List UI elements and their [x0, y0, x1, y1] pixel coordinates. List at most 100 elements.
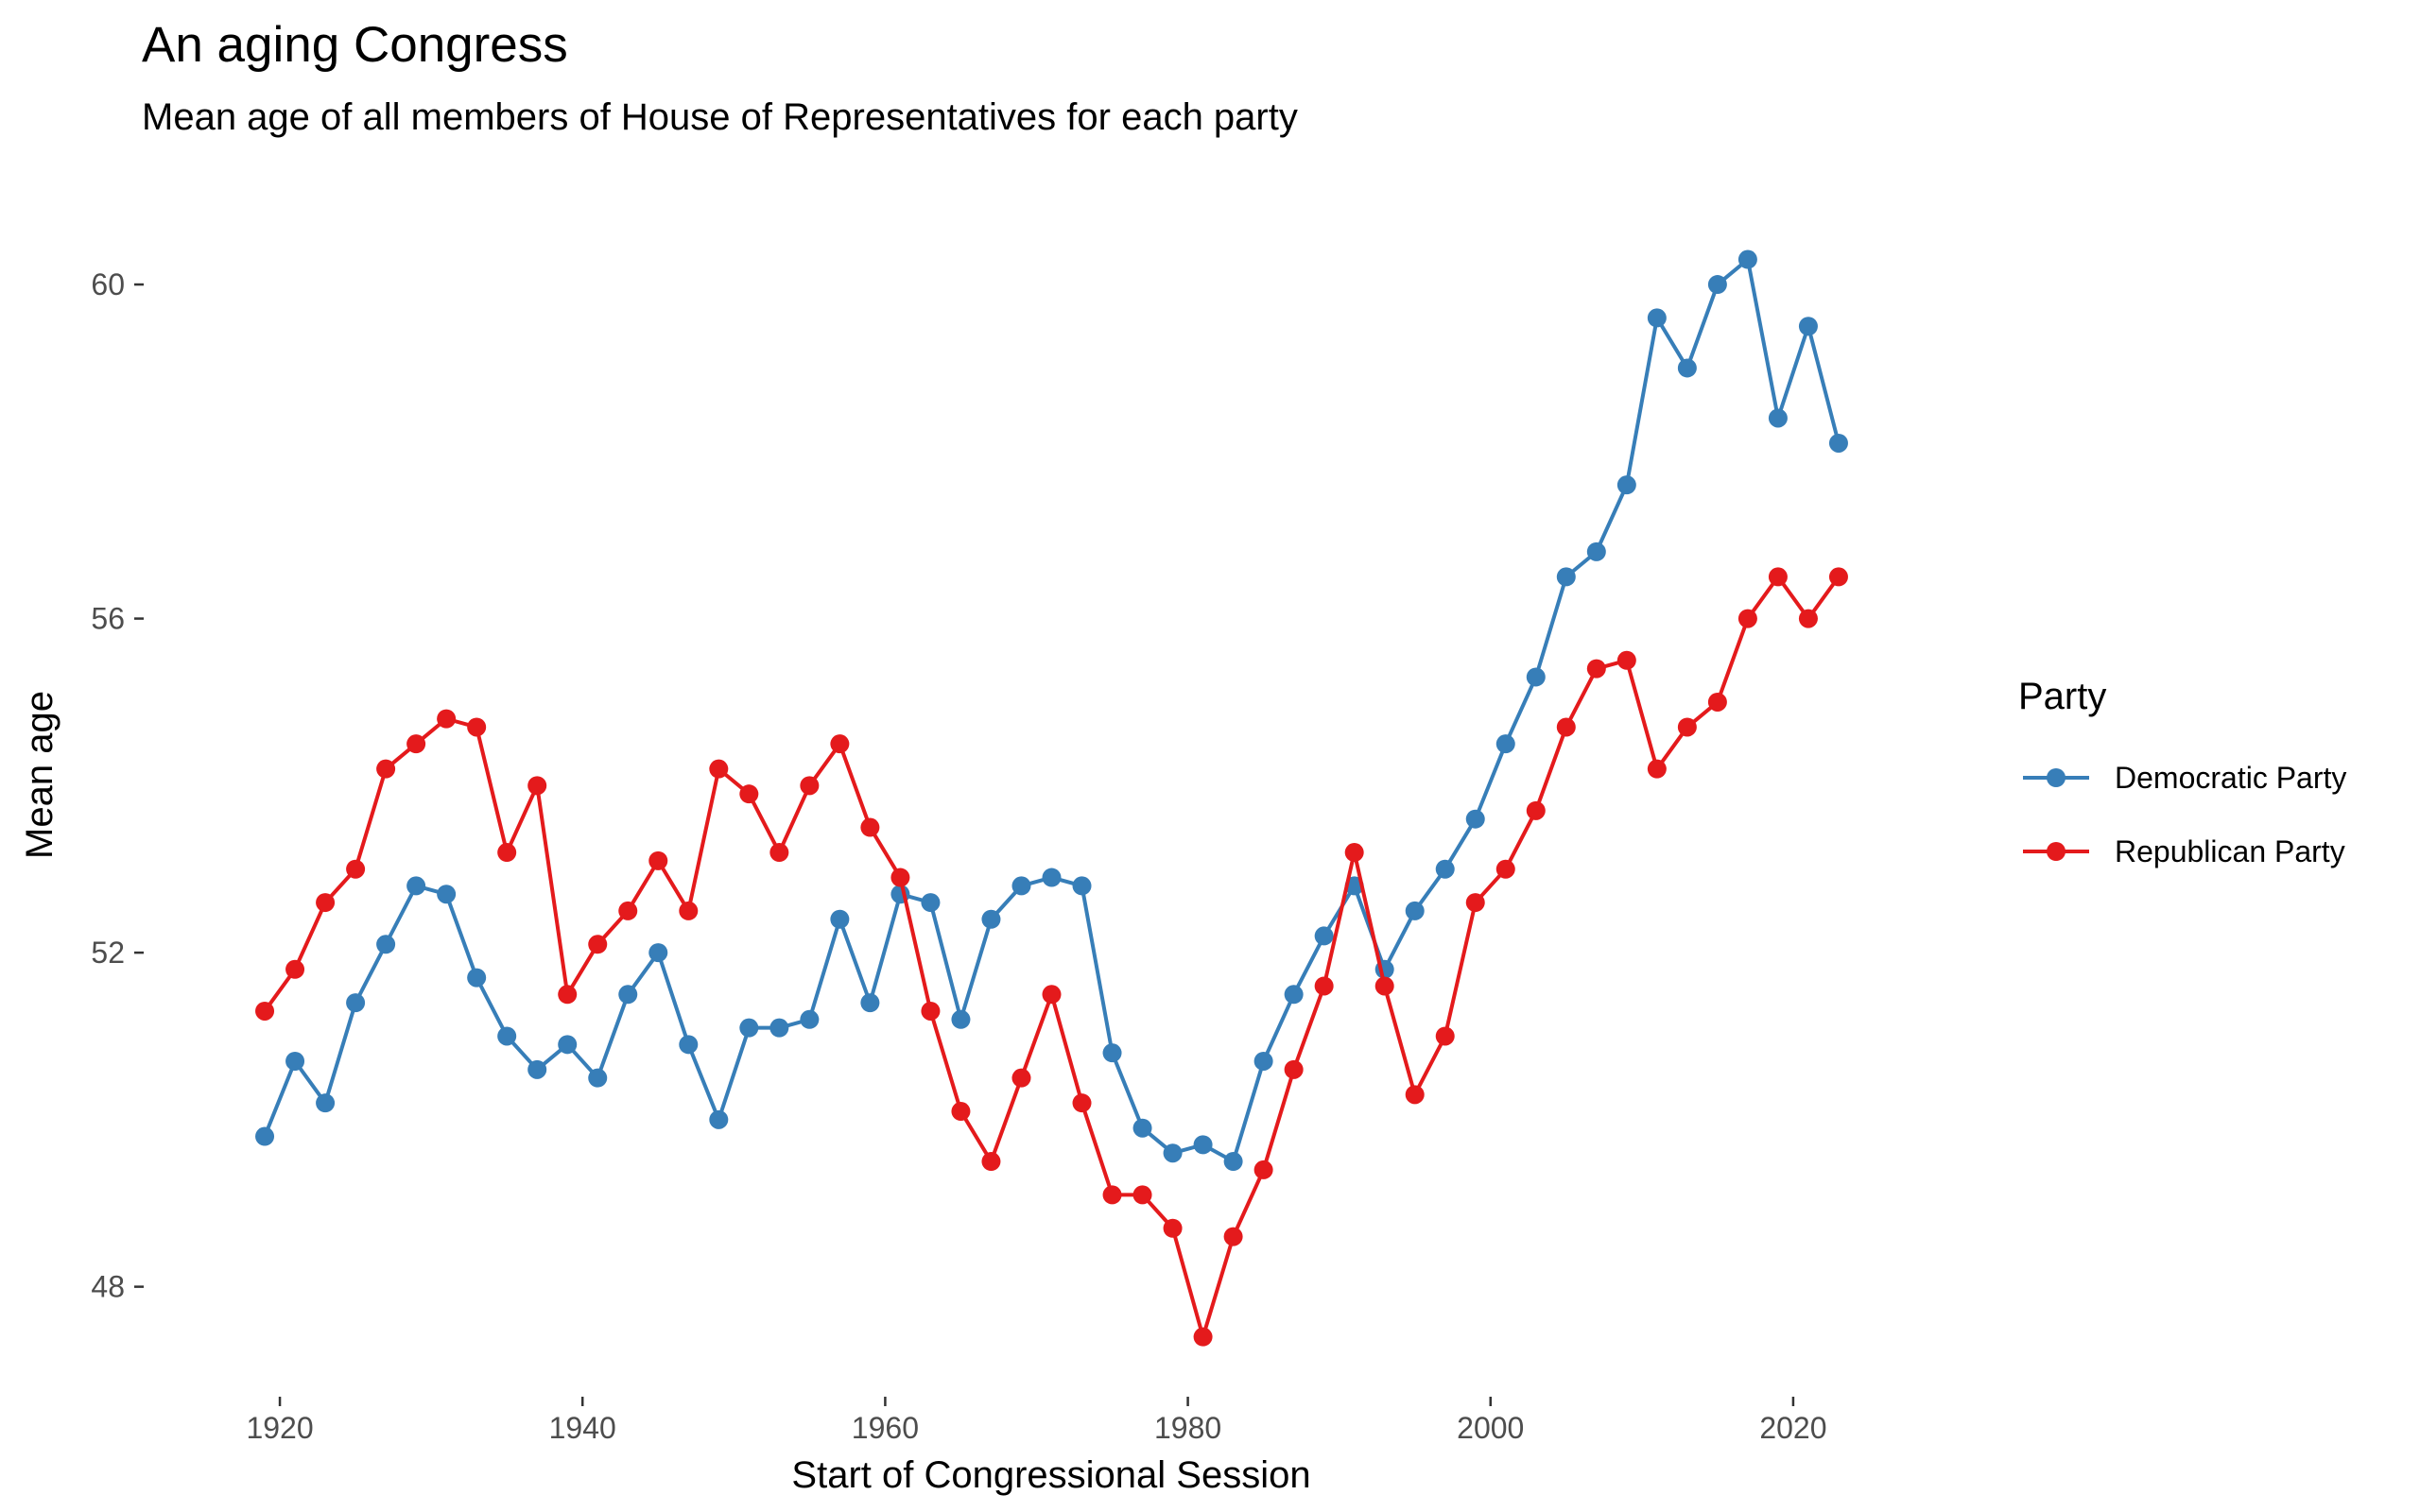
series-line-republican-party — [263, 575, 1841, 1339]
data-point-democratic-party — [1435, 859, 1455, 879]
data-point-democratic-party — [1405, 901, 1425, 920]
data-point-democratic-party — [1223, 1152, 1243, 1172]
legend-item-democratic-party: Democratic Party — [2023, 761, 2346, 795]
data-point-republican-party — [527, 776, 547, 796]
data-point-republican-party — [1465, 893, 1485, 913]
data-point-democratic-party — [467, 968, 487, 988]
data-point-republican-party — [1314, 976, 1334, 996]
chart-subtitle: Mean age of all members of House of Repr… — [142, 96, 1298, 138]
data-point-republican-party — [1374, 976, 1394, 996]
data-point-republican-party — [1495, 859, 1515, 879]
data-point-republican-party — [921, 1001, 941, 1021]
data-point-republican-party — [1556, 717, 1576, 737]
data-point-democratic-party — [1798, 317, 1818, 336]
legend-title: Party — [2018, 676, 2106, 717]
data-point-democratic-party — [1163, 1143, 1183, 1163]
data-point-republican-party — [1586, 659, 1606, 679]
y-tick-label: 56 — [91, 602, 125, 636]
data-point-republican-party — [1798, 609, 1818, 628]
series-republican-party — [255, 567, 1848, 1347]
data-point-democratic-party — [255, 1126, 275, 1146]
legend-key-point — [2047, 768, 2066, 787]
data-point-democratic-party — [1132, 1118, 1152, 1138]
data-point-republican-party — [1163, 1218, 1183, 1238]
data-point-democratic-party — [739, 1018, 759, 1038]
data-point-democratic-party — [981, 909, 1001, 929]
data-point-democratic-party — [527, 1059, 547, 1079]
data-point-democratic-party — [285, 1051, 305, 1071]
data-point-democratic-party — [1526, 667, 1546, 687]
y-tick-label: 48 — [91, 1270, 125, 1304]
data-point-republican-party — [1344, 843, 1364, 863]
data-point-democratic-party — [648, 943, 668, 963]
data-point-republican-party — [1193, 1327, 1213, 1347]
y-axis-title: Mean age — [19, 691, 60, 859]
legend-label: Democratic Party — [2115, 761, 2346, 795]
data-point-democratic-party — [769, 1018, 789, 1038]
x-axis-ticks: 1920 1940 1960 1980 2000 2020 — [246, 1397, 1827, 1445]
legend-key-point — [2047, 842, 2066, 861]
data-point-democratic-party — [316, 1093, 336, 1113]
data-point-republican-party — [376, 759, 396, 779]
data-point-democratic-party — [558, 1035, 578, 1055]
data-point-republican-party — [1223, 1227, 1243, 1246]
data-point-democratic-party — [1072, 876, 1092, 896]
data-point-democratic-party — [951, 1009, 971, 1029]
data-point-democratic-party — [1707, 275, 1727, 295]
data-point-democratic-party — [1677, 358, 1697, 378]
data-point-republican-party — [588, 935, 608, 954]
data-point-democratic-party — [1495, 734, 1515, 754]
data-point-republican-party — [497, 843, 517, 863]
data-point-republican-party — [1616, 650, 1636, 670]
data-point-republican-party — [1707, 692, 1727, 712]
data-point-republican-party — [739, 784, 759, 804]
data-point-republican-party — [1102, 1185, 1122, 1205]
data-point-republican-party — [1828, 567, 1848, 587]
data-point-democratic-party — [1465, 809, 1485, 829]
data-point-republican-party — [800, 776, 820, 796]
data-point-democratic-party — [921, 893, 941, 913]
x-axis-title: Start of Congressional Session — [791, 1454, 1310, 1496]
data-point-republican-party — [1284, 1059, 1304, 1079]
y-tick-label: 60 — [91, 267, 125, 301]
data-point-republican-party — [1768, 567, 1788, 587]
data-point-democratic-party — [437, 885, 457, 904]
data-point-democratic-party — [709, 1109, 729, 1129]
legend-item-republican-party: Republican Party — [2023, 834, 2345, 868]
data-point-republican-party — [679, 901, 699, 920]
x-tick-label: 2020 — [1759, 1411, 1826, 1445]
data-point-republican-party — [467, 717, 487, 737]
data-point-republican-party — [1677, 717, 1697, 737]
legend-label: Republican Party — [2115, 834, 2345, 868]
y-tick-label: 52 — [91, 936, 125, 970]
data-point-republican-party — [558, 985, 578, 1005]
series-layer — [255, 249, 1848, 1347]
data-point-democratic-party — [1193, 1135, 1213, 1155]
data-point-republican-party — [1647, 759, 1667, 779]
chart-title: An aging Congress — [142, 17, 568, 73]
data-point-democratic-party — [830, 909, 850, 929]
data-point-republican-party — [951, 1102, 971, 1122]
data-point-democratic-party — [679, 1035, 699, 1055]
x-tick-label: 1920 — [246, 1411, 313, 1445]
data-point-democratic-party — [497, 1026, 517, 1046]
data-point-republican-party — [648, 850, 668, 870]
data-point-republican-party — [709, 759, 729, 779]
data-point-republican-party — [406, 734, 426, 754]
data-point-democratic-party — [1768, 408, 1788, 428]
x-tick-label: 1960 — [852, 1411, 919, 1445]
data-point-democratic-party — [1556, 567, 1576, 587]
data-point-democratic-party — [860, 993, 880, 1013]
series-democratic-party — [255, 249, 1848, 1172]
data-point-democratic-party — [1314, 926, 1334, 946]
data-point-republican-party — [981, 1152, 1001, 1172]
data-point-republican-party — [890, 868, 910, 887]
data-point-democratic-party — [1737, 249, 1757, 269]
data-point-democratic-party — [1616, 475, 1636, 495]
data-point-republican-party — [830, 734, 850, 754]
data-point-democratic-party — [1828, 433, 1848, 453]
data-point-democratic-party — [376, 935, 396, 954]
data-point-republican-party — [1072, 1093, 1092, 1113]
data-point-democratic-party — [406, 876, 426, 896]
